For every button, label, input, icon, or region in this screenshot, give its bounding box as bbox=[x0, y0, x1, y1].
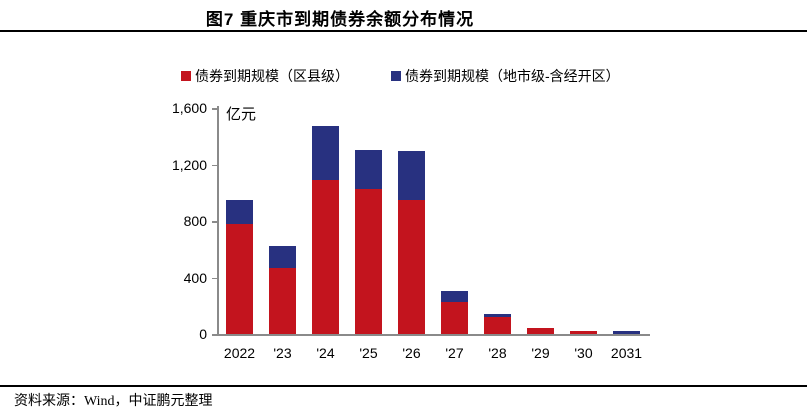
bar-segment-county bbox=[441, 301, 468, 334]
bar-segment-county bbox=[484, 317, 511, 334]
y-axis-tick-label: 800 bbox=[183, 213, 207, 229]
x-axis-line bbox=[217, 334, 650, 336]
y-axis-line bbox=[217, 106, 219, 334]
bar-segment-city bbox=[398, 151, 425, 200]
bar-segment-county bbox=[355, 188, 382, 334]
bar-segment-county bbox=[226, 223, 253, 334]
bottom-divider-line bbox=[0, 385, 807, 387]
y-axis-tick bbox=[212, 164, 217, 166]
x-axis-tick-label: '25 bbox=[359, 345, 378, 361]
bar-segment-city bbox=[312, 126, 339, 181]
bar-segment-city bbox=[355, 150, 382, 189]
y-axis-unit-label: 亿元 bbox=[226, 106, 257, 123]
y-axis-tick-label: 400 bbox=[183, 269, 207, 286]
bar-segment-city bbox=[269, 246, 296, 268]
y-axis-tick-label: 1,600 bbox=[171, 100, 207, 116]
bar-segment-county bbox=[570, 331, 597, 334]
bar-segment-city bbox=[613, 331, 640, 334]
bar-segment-city bbox=[484, 313, 511, 318]
bar-segment-county bbox=[527, 328, 554, 334]
x-axis-tick-label: '28 bbox=[488, 345, 507, 361]
source-note: 资料来源：Wind，中证鹏元整理 bbox=[14, 394, 213, 408]
legend-item-city: 债券到期规模（地市级-含经开区） bbox=[391, 66, 620, 86]
x-axis-tick-label: 2022 bbox=[223, 345, 256, 361]
x-axis-tick-label: '24 bbox=[316, 345, 335, 361]
y-axis-tick bbox=[212, 277, 217, 279]
x-axis-tick-label: 2031 bbox=[610, 345, 643, 361]
x-axis-tick-label: '23 bbox=[273, 345, 292, 361]
top-divider-line bbox=[0, 30, 807, 32]
y-axis-tick bbox=[212, 221, 217, 223]
x-axis-tick-label: '27 bbox=[445, 345, 464, 361]
x-axis-tick-label: '30 bbox=[574, 345, 593, 361]
legend-label-county: 债券到期规模（区县级） bbox=[195, 68, 349, 84]
legend-swatch-blue-icon bbox=[391, 71, 401, 81]
legend-item-county: 债券到期规模（区县级） bbox=[181, 66, 349, 86]
bar-segment-city bbox=[226, 199, 253, 224]
y-axis-tick bbox=[212, 108, 217, 110]
bar-segment-county bbox=[312, 180, 339, 334]
y-axis-tick-label: 1,200 bbox=[171, 156, 207, 173]
x-axis-tick-label: '29 bbox=[531, 345, 550, 361]
chart-legend: 债券到期规模（区县级） 债券到期规模（地市级-含经开区） bbox=[181, 66, 620, 86]
bar-segment-county bbox=[398, 199, 425, 334]
bar-segment-county bbox=[269, 267, 296, 334]
figure-title: 图7 重庆市到期债券余额分布情况 bbox=[205, 10, 475, 29]
legend-swatch-red-icon bbox=[181, 71, 191, 81]
x-axis-tick-label: '26 bbox=[402, 345, 421, 361]
y-axis-tick bbox=[212, 334, 217, 336]
y-axis-tick-label: 0 bbox=[199, 326, 207, 342]
bar-segment-city bbox=[441, 290, 468, 302]
legend-label-city: 债券到期规模（地市级-含经开区） bbox=[405, 68, 620, 84]
